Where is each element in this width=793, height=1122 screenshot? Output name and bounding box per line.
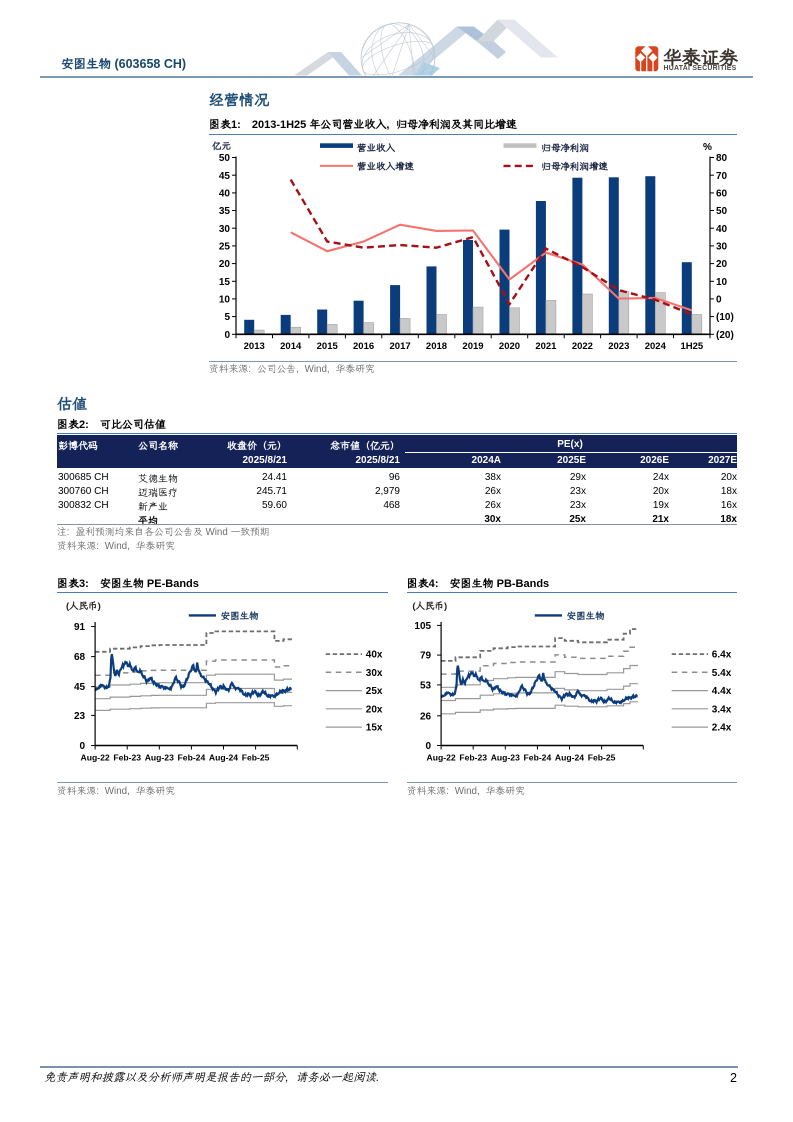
svg-text:10: 10 — [716, 277, 728, 288]
svg-text:Aug-24: Aug-24 — [555, 753, 584, 763]
svg-text:26: 26 — [420, 711, 432, 722]
svg-text:0: 0 — [716, 295, 722, 306]
svg-text:23: 23 — [74, 711, 86, 722]
svg-text:营业收入: 营业收入 — [357, 142, 396, 154]
svg-text:2024: 2024 — [645, 341, 667, 352]
svg-text:5: 5 — [224, 312, 230, 323]
svg-text:归母净利润: 归母净利润 — [542, 142, 590, 154]
svg-text:80: 80 — [716, 153, 728, 164]
svg-text:35: 35 — [219, 206, 231, 217]
svg-text:0: 0 — [80, 741, 86, 752]
svg-text:2019: 2019 — [462, 341, 483, 352]
svg-text:Aug-23: Aug-23 — [145, 753, 174, 763]
svg-text:70: 70 — [716, 171, 728, 182]
svg-text:50: 50 — [219, 153, 231, 164]
svg-text:Aug-23: Aug-23 — [491, 753, 520, 763]
svg-text:10: 10 — [219, 295, 231, 306]
svg-text:2023: 2023 — [608, 341, 629, 352]
svg-text:2013: 2013 — [244, 341, 265, 352]
svg-text:105: 105 — [415, 621, 432, 632]
svg-text:30: 30 — [716, 242, 728, 253]
svg-text:30: 30 — [219, 224, 231, 235]
svg-text:Feb-25: Feb-25 — [242, 753, 270, 763]
svg-text:2018: 2018 — [426, 341, 447, 352]
svg-text:45: 45 — [74, 682, 86, 693]
svg-text:安图生物: 安图生物 — [567, 610, 605, 622]
svg-text:Aug-22: Aug-22 — [81, 753, 110, 763]
svg-text:Aug-22: Aug-22 — [427, 753, 456, 763]
svg-text:营业收入增速: 营业收入增速 — [357, 161, 415, 173]
svg-text:60: 60 — [716, 189, 728, 200]
svg-text:6.4x: 6.4x — [712, 650, 732, 661]
svg-text:40: 40 — [716, 224, 728, 235]
svg-text:Aug-24: Aug-24 — [209, 753, 238, 763]
svg-text:Feb-24: Feb-24 — [524, 753, 552, 763]
svg-text:Feb-25: Feb-25 — [588, 753, 616, 763]
svg-text:20: 20 — [219, 259, 231, 270]
svg-text:0: 0 — [224, 330, 230, 341]
svg-text:2016: 2016 — [353, 341, 374, 352]
svg-text:15: 15 — [219, 277, 231, 288]
svg-text:2022: 2022 — [572, 341, 593, 352]
svg-text:91: 91 — [74, 622, 86, 633]
svg-text:2015: 2015 — [317, 341, 339, 352]
svg-text:2021: 2021 — [535, 341, 557, 352]
svg-text:(10): (10) — [716, 312, 734, 323]
svg-text:40: 40 — [219, 189, 231, 200]
svg-text:79: 79 — [420, 651, 432, 662]
svg-text:68: 68 — [74, 652, 86, 663]
svg-text:25x: 25x — [366, 686, 383, 697]
svg-text:Feb-23: Feb-23 — [113, 753, 141, 763]
svg-text:2017: 2017 — [390, 341, 411, 352]
svg-text:25: 25 — [219, 242, 231, 253]
svg-text:0: 0 — [426, 741, 432, 752]
svg-text:4.4x: 4.4x — [712, 686, 732, 697]
svg-text:Feb-24: Feb-24 — [178, 753, 206, 763]
svg-text:2020: 2020 — [499, 341, 520, 352]
svg-text:45: 45 — [219, 171, 231, 182]
svg-text:2.4x: 2.4x — [712, 723, 732, 734]
svg-text:%: % — [703, 142, 712, 153]
svg-text:(20): (20) — [716, 330, 734, 341]
svg-text:1H25: 1H25 — [680, 341, 703, 352]
svg-text:亿元: 亿元 — [212, 141, 231, 152]
svg-text:40x: 40x — [366, 650, 383, 661]
svg-text:30x: 30x — [366, 668, 383, 679]
svg-text:15x: 15x — [366, 723, 383, 734]
svg-text:安图生物: 安图生物 — [221, 610, 259, 622]
svg-text:20: 20 — [716, 259, 728, 270]
svg-text:3.4x: 3.4x — [712, 704, 732, 715]
svg-text:20x: 20x — [366, 704, 383, 715]
svg-text:2014: 2014 — [280, 341, 302, 352]
svg-text:50: 50 — [716, 206, 728, 217]
svg-text:归母净利润增速: 归母净利润增速 — [542, 161, 609, 173]
svg-text:Feb-23: Feb-23 — [460, 753, 488, 763]
svg-text:53: 53 — [420, 681, 432, 692]
svg-text:5.4x: 5.4x — [712, 668, 732, 679]
